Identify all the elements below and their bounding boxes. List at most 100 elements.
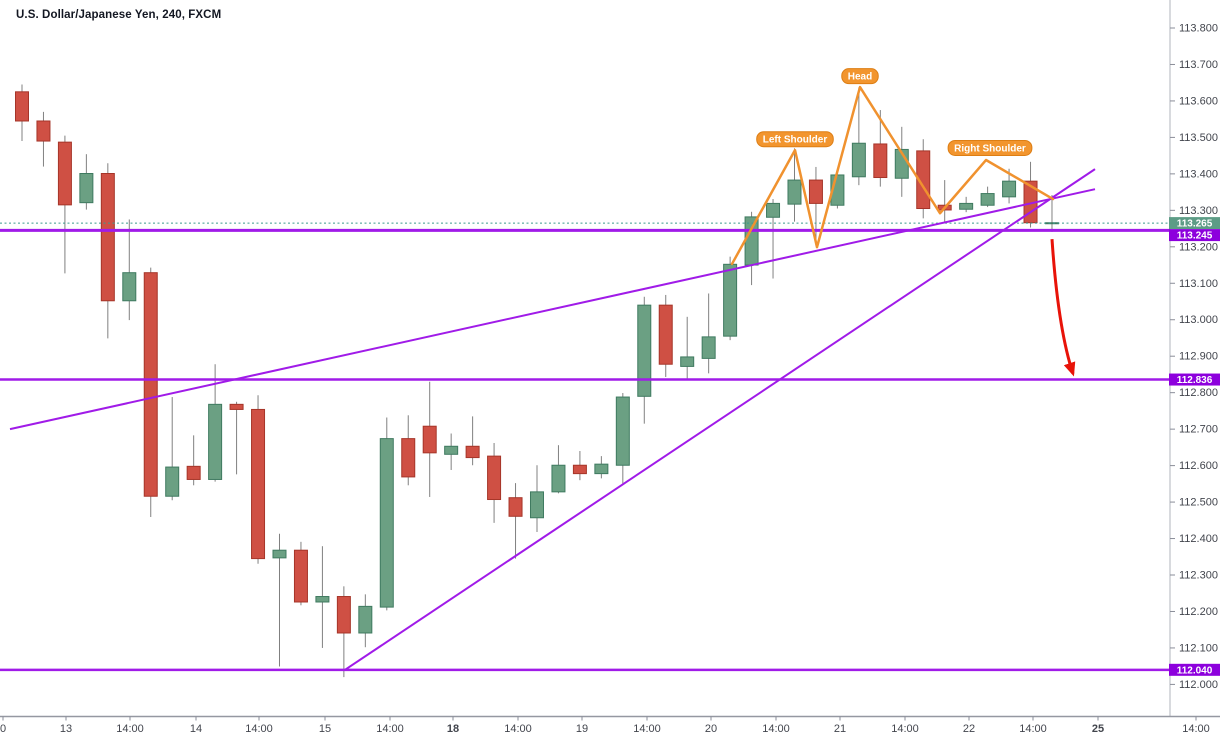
pattern-label-text: Right Shoulder: [954, 143, 1026, 154]
candle: [401, 415, 416, 486]
time-tick-label: 14:00: [1019, 723, 1047, 735]
time-tick-label: 14: [190, 723, 202, 735]
time-axis-pane[interactable]: [0, 717, 1220, 740]
trendline-2[interactable]: [344, 168, 1096, 671]
candle: [229, 401, 244, 475]
candle-body-down: [808, 179, 823, 204]
candles-layer: [15, 84, 1059, 678]
price-tag-text: 112.836: [1177, 375, 1213, 386]
candle-body-down: [186, 465, 201, 480]
time-tick-label: 22: [963, 723, 975, 735]
pattern-label-head[interactable]: Head: [841, 68, 879, 85]
chart-pane[interactable]: [0, 0, 1170, 717]
candle-body-down: [143, 272, 158, 497]
candle-body-up: [980, 193, 995, 206]
price-tick-label: 112.100: [1179, 642, 1218, 654]
time-tick-label: 19: [576, 723, 588, 735]
candle-body-up: [529, 491, 544, 519]
time-tick-label: 14:00: [116, 723, 144, 735]
pattern-label-box: [756, 131, 834, 148]
candle: [251, 395, 266, 564]
time-tick-label: 14:00: [376, 723, 404, 735]
candle: [508, 483, 523, 559]
candle-body-down: [57, 141, 72, 206]
trendline-1[interactable]: [9, 188, 1096, 431]
candle: [873, 110, 888, 187]
candle-body-up: [959, 202, 974, 210]
price-tag-text: 113.265: [1177, 219, 1213, 230]
candle: [422, 381, 437, 497]
candle-body-down: [508, 497, 523, 517]
pattern-label-text: Left Shoulder: [763, 135, 828, 146]
price-tag-text: 113.245: [1177, 231, 1213, 242]
pattern-label-right-shoulder[interactable]: Right Shoulder: [947, 139, 1033, 156]
projection-arrow[interactable]: [1050, 239, 1076, 377]
candle: [959, 196, 974, 213]
candle-body-up: [358, 605, 373, 634]
trendlines-layer: [9, 168, 1096, 671]
candle-body-up: [744, 216, 759, 266]
candle: [551, 445, 566, 494]
price-tick-label: 112.700: [1179, 424, 1218, 436]
price-tags-layer: 113.265113.245 112.836 112.040: [1169, 217, 1220, 676]
price-tick-label: 112.900: [1179, 351, 1218, 363]
candle: [572, 451, 587, 481]
level-tag-112.836: 112.836: [1169, 373, 1220, 386]
pattern-label-text: Head: [848, 72, 872, 83]
candle: [208, 364, 223, 482]
candle-body-up: [1002, 180, 1017, 198]
candle-body-up: [851, 142, 866, 178]
candle-body-up: [79, 173, 94, 204]
price-tick-label: 113.000: [1179, 314, 1218, 326]
candle: [57, 135, 72, 274]
candle: [594, 456, 609, 479]
candle-body-up: [615, 396, 630, 466]
candle: [358, 594, 373, 648]
candle-body-down: [401, 438, 416, 478]
time-tick-label: 14:00: [891, 723, 919, 735]
price-tick-label: 113.600: [1179, 95, 1218, 107]
time-tick-label: 14:00: [762, 723, 790, 735]
time-tick-label: 20: [705, 723, 717, 735]
price-axis: 113.800 113.700 113.600 113.500 113.400 113.3…: [1169, 0, 1218, 717]
level-tag-112.040: 112.040: [1169, 663, 1220, 676]
candle: [165, 397, 180, 501]
candle: [658, 294, 673, 377]
price-axis-pane[interactable]: [1170, 0, 1220, 717]
candle-body-up: [594, 463, 609, 475]
candle: [465, 416, 480, 466]
price-tick-label: 113.400: [1179, 168, 1218, 180]
candle-body-down: [572, 464, 587, 475]
candle-body-up: [723, 263, 738, 337]
candle-body-down: [229, 403, 244, 410]
candle-body-up: [165, 466, 180, 497]
price-tick-label: 112.400: [1179, 533, 1218, 545]
price-tag-box: [1169, 229, 1220, 242]
pattern-label-left-shoulder[interactable]: Left Shoulder: [756, 131, 834, 148]
price-tick-label: 113.500: [1179, 132, 1218, 144]
candle: [766, 199, 781, 279]
head-and-shoulders-outline[interactable]: [730, 85, 1055, 266]
candle-body-down: [15, 91, 29, 122]
price-tick-label: 113.200: [1179, 241, 1218, 253]
candle: [615, 393, 630, 484]
candle-body-up: [637, 304, 652, 397]
candle-body-up: [315, 596, 330, 603]
time-tick-label: 21: [834, 723, 846, 735]
candle-body-up: [680, 356, 695, 367]
candle-body-down: [293, 549, 308, 603]
price-tick-label: 113.300: [1179, 205, 1218, 217]
price-tag-box: [1169, 663, 1220, 676]
candle: [336, 586, 351, 678]
last-price-tag-113.265: 113.265: [1169, 217, 1220, 230]
candle: [980, 186, 995, 208]
candle: [315, 546, 330, 648]
time-tick-label: 14:00: [245, 723, 273, 735]
time-tick-label: 14:00: [1182, 723, 1210, 735]
candle: [122, 219, 137, 321]
candle: [143, 267, 158, 518]
candle-body-down: [100, 173, 115, 302]
candle: [100, 163, 115, 339]
price-tick-label: 112.000: [1179, 679, 1218, 691]
candle-body-up: [122, 272, 137, 302]
